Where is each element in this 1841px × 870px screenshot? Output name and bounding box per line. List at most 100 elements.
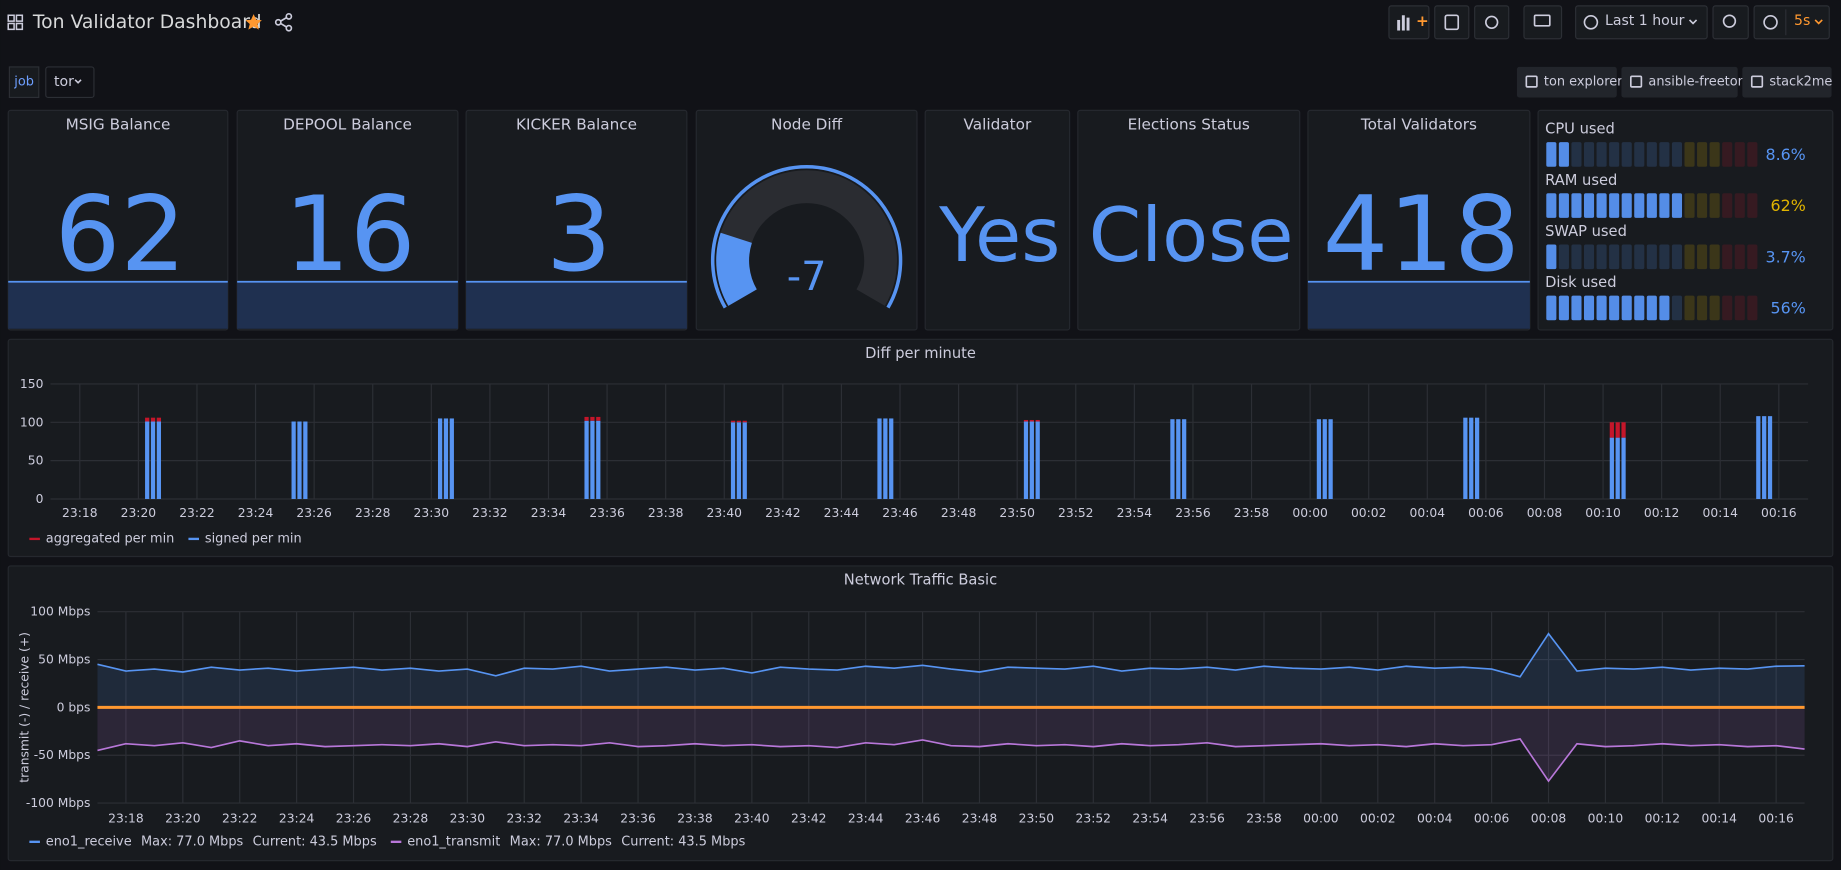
- x-tick-label: 23:50: [999, 506, 1035, 520]
- star-icon[interactable]: [245, 14, 262, 30]
- bar: [1023, 419, 1029, 422]
- x-tick-label: 00:00: [1303, 811, 1339, 825]
- tv-mode-button[interactable]: [1523, 5, 1563, 40]
- clock-icon: [1583, 15, 1599, 30]
- x-tick-label: 23:26: [336, 811, 372, 825]
- time-picker[interactable]: [1575, 5, 1708, 40]
- bar-gauge-cell: [1671, 295, 1683, 321]
- legend-stat: Max: 77.0 Mbps: [510, 834, 612, 849]
- bar-gauge-cell: [1621, 142, 1632, 167]
- save-button[interactable]: [1434, 5, 1470, 40]
- bar: [297, 421, 302, 499]
- bar-gauge-cell: [1734, 244, 1745, 270]
- share-icon[interactable]: [274, 13, 293, 32]
- bar-gauge-cell: [1722, 295, 1733, 321]
- bar-gauge-cell: [1709, 193, 1720, 218]
- bar-gauge-cell: [1571, 295, 1582, 321]
- bar: [1621, 437, 1626, 499]
- bar-gauge-cell: [1709, 142, 1720, 167]
- legend-label[interactable]: eno1_receive: [46, 834, 132, 849]
- line: [97, 632, 1805, 678]
- bar: [437, 418, 443, 499]
- bar: [1029, 419, 1034, 422]
- x-tick-label: 23:22: [179, 506, 214, 520]
- y-tick-label: 50: [28, 454, 44, 468]
- dashboard-title[interactable]: Ton Validator Dashboard: [32, 12, 262, 33]
- gauge-panel: [695, 109, 918, 331]
- bar: [1474, 417, 1480, 499]
- x-tick-label: 23:34: [563, 811, 599, 825]
- bar-gauge-cell: [1634, 244, 1645, 270]
- zoom-out-button[interactable]: [1712, 5, 1749, 40]
- x-tick-label: 23:18: [62, 506, 97, 520]
- link-label: ansible-freeton: [1648, 75, 1745, 90]
- stat-value: 3: [546, 175, 612, 295]
- bar-gauge-cell: [1583, 244, 1595, 270]
- link-icon: [1525, 75, 1538, 88]
- panel-title: Node Diff: [771, 115, 843, 133]
- y-axis-label: transmit (-) / receive (+): [18, 632, 32, 783]
- chevron: [74, 79, 82, 84]
- stat-value: Yes: [938, 191, 1060, 279]
- x-tick-label: 23:28: [393, 811, 428, 825]
- bar-gauge-cell: [1659, 193, 1670, 218]
- bar-gauge-value: 3.7%: [1765, 247, 1805, 266]
- bar-gauge-cell: [1634, 142, 1645, 167]
- variable-select[interactable]: [45, 66, 95, 99]
- refresh-button[interactable]: [1753, 5, 1830, 40]
- x-tick-label: 23:20: [165, 811, 201, 825]
- time-range: Last 1 hour: [1605, 13, 1685, 29]
- legend-label[interactable]: signed per min: [205, 531, 302, 546]
- bar: [590, 416, 595, 421]
- stat-panel: [1077, 109, 1301, 331]
- x-tick-label: 23:40: [707, 506, 743, 520]
- x-tick-label: 23:18: [108, 811, 143, 825]
- bar-gauge-cell: [1747, 244, 1758, 270]
- bar-gauge-cell: [1646, 295, 1657, 321]
- bar: [730, 422, 736, 499]
- bar: [1182, 419, 1187, 499]
- x-tick-label: 00:02: [1360, 811, 1395, 825]
- bar: [590, 420, 595, 499]
- legend-label[interactable]: eno1_transmit: [407, 834, 500, 849]
- dashboard-link[interactable]: [1742, 66, 1832, 98]
- bar-gauge-cell: [1697, 142, 1708, 167]
- bar-gauge-cell: [1546, 295, 1557, 321]
- bar: [1609, 437, 1614, 499]
- x-tick-label: 00:16: [1758, 811, 1794, 825]
- stat-panel: [236, 109, 459, 331]
- x-tick-label: 23:58: [1234, 506, 1269, 520]
- bar-gauge-cell: [1621, 244, 1632, 270]
- bar: [443, 418, 449, 499]
- refresh-interval[interactable]: 5s: [1794, 13, 1810, 29]
- y-tick-label: 50 Mbps: [38, 653, 90, 667]
- legend-label[interactable]: aggregated per min: [46, 531, 175, 546]
- bar-gauge-cell: [1596, 244, 1607, 270]
- apps-icon[interactable]: [7, 14, 24, 31]
- bar-gauge-label: Disk used: [1545, 274, 1616, 291]
- settings-button[interactable]: [1474, 5, 1510, 40]
- bar: [1463, 417, 1468, 499]
- x-tick-label: 23:46: [882, 506, 918, 520]
- bar-gauge-cell: [1747, 142, 1758, 167]
- bar-gauge-cell: [1634, 295, 1645, 321]
- x-tick-label: 23:36: [620, 811, 656, 825]
- bar-gauge-cell: [1734, 193, 1745, 218]
- bar: [1621, 422, 1626, 438]
- zoom-icon: [1722, 14, 1737, 28]
- bar-gauge-cell: [1734, 295, 1745, 321]
- x-tick-label: 23:42: [765, 506, 800, 520]
- bar-gauge-cell: [1722, 142, 1733, 167]
- chart-panel: [7, 338, 1834, 558]
- x-tick-label: 23:28: [355, 506, 390, 520]
- bar: [1767, 416, 1773, 499]
- x-tick-label: 23:50: [1019, 811, 1055, 825]
- bar-gauge-cell: [1546, 193, 1557, 218]
- dashboard-link[interactable]: [1621, 66, 1738, 98]
- bar: [889, 418, 894, 499]
- bar-gauge: [1546, 295, 1758, 321]
- x-tick-label: 23:30: [414, 506, 450, 520]
- bar-gauge-cell: [1671, 193, 1683, 218]
- dashboard-link[interactable]: [1516, 66, 1617, 98]
- bar-gauge-label: CPU used: [1545, 121, 1615, 138]
